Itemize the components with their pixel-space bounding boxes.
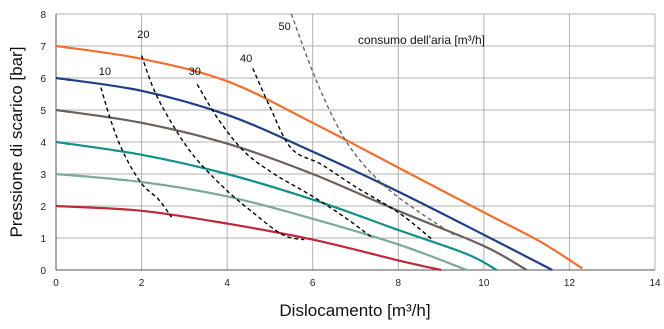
- x-tick-label: 14: [649, 278, 661, 289]
- air-consumption-line-50: [290, 13, 455, 236]
- air-consumption-line-30: [196, 84, 374, 239]
- air-consumption-group: 10 20 30 40 50: [99, 13, 455, 241]
- pressure-curve-2: [55, 76, 553, 271]
- air-consumption-line-20: [140, 55, 305, 241]
- air-consumption-line-40: [252, 68, 433, 241]
- x-tick-label: 2: [139, 278, 145, 289]
- x-axis-title: Dislocamento [m³/h]: [279, 301, 430, 320]
- pressure-curve-1: [55, 44, 583, 270]
- x-tick-label: 10: [478, 278, 490, 289]
- pressure-curve-3: [55, 108, 528, 271]
- x-tick-label: 4: [224, 278, 230, 289]
- y-tick-label: 3: [40, 170, 46, 181]
- pressure-curve-5: [55, 172, 468, 272]
- x-tick-label: 0: [53, 278, 59, 289]
- y-tick-label: 1: [40, 234, 46, 245]
- series-group: [55, 44, 583, 272]
- x-tick-label: 6: [310, 278, 316, 289]
- air-consumption-label-30: 30: [189, 66, 201, 78]
- y-tick-label: 2: [40, 202, 46, 213]
- y-tick-label: 5: [40, 106, 46, 117]
- y-tick-label: 8: [40, 10, 46, 21]
- y-tick-label: 6: [40, 74, 46, 85]
- x-tick-label: 12: [564, 278, 576, 289]
- air-consumption-label-20: 20: [137, 29, 149, 41]
- y-tick-label: 4: [40, 138, 46, 149]
- air-consumption-label-40: 40: [240, 53, 252, 65]
- air-consumption-line-10: [100, 87, 173, 218]
- pressure-curve-4: [55, 140, 498, 271]
- y-axis-title: Pressione di scarico [bar]: [7, 47, 26, 238]
- pressure-curve-6: [55, 204, 442, 272]
- air-consumption-label-10: 10: [99, 66, 111, 78]
- air-consumption-label-50: 50: [278, 21, 290, 33]
- x-tick-label: 8: [396, 278, 402, 289]
- air-consumption-annotation: consumo dell'aria [m³/h]: [358, 33, 485, 47]
- y-tick-label: 0: [40, 266, 46, 277]
- y-tick-label: 7: [40, 42, 46, 53]
